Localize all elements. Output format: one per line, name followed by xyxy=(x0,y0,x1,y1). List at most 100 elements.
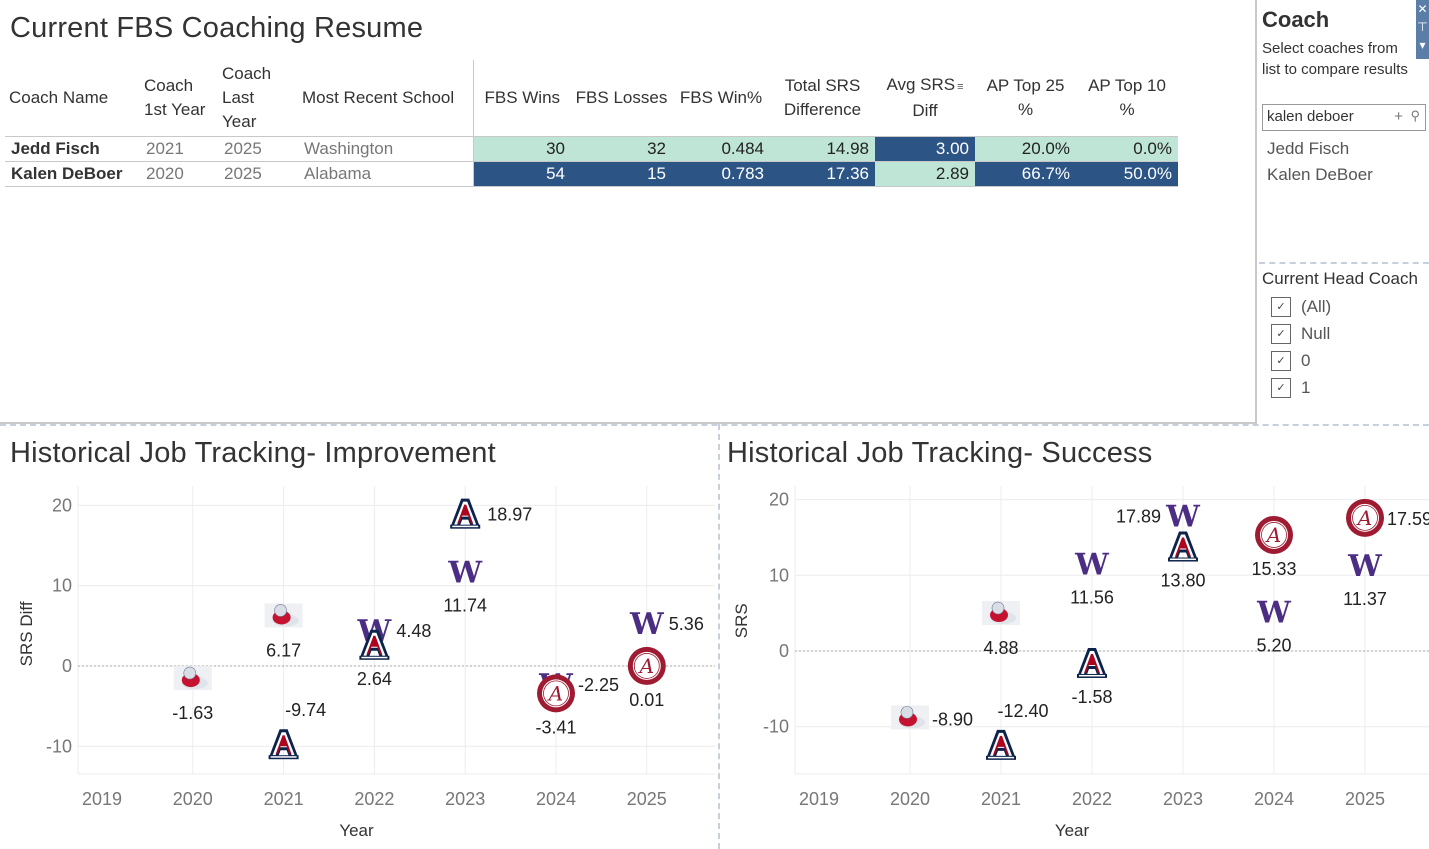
col-ap-top10[interactable]: AP Top 10% xyxy=(1076,60,1178,137)
col-label-line: 1st Year xyxy=(144,99,206,119)
filter-option-0[interactable]: ✓ 0 xyxy=(1271,351,1310,371)
cell-winpct[interactable]: 0.783 xyxy=(672,161,770,187)
coach-search-input[interactable]: kalen deboer + ⚲ xyxy=(1262,104,1426,131)
svg-text:W: W xyxy=(1165,500,1201,535)
data-point[interactable]: 6.17 xyxy=(264,603,303,660)
cell-total-srs[interactable]: 17.36 xyxy=(770,161,875,187)
coach-list-item[interactable]: Jedd Fisch xyxy=(1267,139,1350,158)
col-coach-1st-year[interactable]: Coach 1st Year xyxy=(140,60,218,137)
checkbox-checked-icon[interactable]: ✓ xyxy=(1271,297,1291,317)
table-row[interactable]: Jedd Fisch 2021 2025 Washington 30 32 0.… xyxy=(5,136,1178,162)
col-coach-last-year[interactable]: Coach Last Year xyxy=(218,60,298,137)
arizona-a-logo-icon[interactable] xyxy=(1168,531,1198,562)
cell-ap10[interactable]: 50.0% xyxy=(1076,161,1178,187)
cell-wins[interactable]: 54 xyxy=(472,161,571,187)
col-label-line: Total SRS xyxy=(784,75,861,95)
arizona-a-logo-icon[interactable] xyxy=(1077,647,1107,678)
alabama-script-a-logo-icon[interactable]: A xyxy=(537,674,575,713)
coach-filter-title: Coach xyxy=(1262,7,1330,32)
table-row[interactable]: Kalen DeBoer 2020 2025 Alabama 54 15 0.7… xyxy=(5,161,1178,187)
bulldog-logo-icon[interactable] xyxy=(173,666,212,691)
data-point[interactable]: -1.63 xyxy=(172,666,213,723)
search-icon[interactable]: ⚲ xyxy=(1410,108,1420,123)
x-tick-label: 2021 xyxy=(981,789,1021,809)
washington-w-logo-icon[interactable]: W xyxy=(1347,549,1383,584)
svg-text:W: W xyxy=(1074,547,1110,582)
coach-list-item[interactable]: Kalen DeBoer xyxy=(1267,165,1373,184)
sort-descending-icon[interactable]: ≡ xyxy=(957,80,964,93)
washington-w-logo-icon[interactable]: W xyxy=(1256,596,1292,631)
data-label: -1.58 xyxy=(1071,687,1112,707)
washington-w-logo-icon[interactable]: W xyxy=(1074,547,1110,582)
bulldog-logo-icon[interactable] xyxy=(982,601,1020,626)
data-point[interactable]: -9.74 xyxy=(268,700,327,760)
data-label: 15.33 xyxy=(1251,559,1296,579)
cell-losses[interactable]: 32 xyxy=(571,136,672,162)
col-fbs-winpct[interactable]: FBS Win% xyxy=(672,60,770,137)
cell-coach-name[interactable]: Kalen DeBoer xyxy=(5,161,140,187)
bulldog-logo-icon[interactable] xyxy=(264,603,303,628)
arizona-a-logo-icon[interactable] xyxy=(450,498,481,529)
data-point[interactable]: 13.80 xyxy=(1160,531,1206,591)
col-coach-name[interactable]: Coach Name xyxy=(5,60,140,137)
data-point[interactable]: W17.89 xyxy=(1116,500,1201,535)
col-fbs-wins[interactable]: FBS Wins xyxy=(472,60,571,137)
checkbox-checked-icon[interactable]: ✓ xyxy=(1271,378,1291,398)
cell-losses[interactable]: 15 xyxy=(571,161,672,187)
data-point[interactable]: W 5.20 xyxy=(1256,596,1292,656)
cell-total-srs[interactable]: 14.98 xyxy=(770,136,875,162)
data-point[interactable]: A 17.59 xyxy=(1346,498,1429,537)
cell-coach-name[interactable]: Jedd Fisch xyxy=(5,136,140,162)
col-label-line: AP Top 25 xyxy=(986,75,1065,95)
col-most-recent-school[interactable]: Most Recent School xyxy=(298,60,473,137)
arizona-a-logo-icon[interactable] xyxy=(268,729,299,760)
y-tick-label: 10 xyxy=(52,576,72,596)
cell-ap25[interactable]: 20.0% xyxy=(975,136,1076,162)
filter-option-1[interactable]: ✓ 1 xyxy=(1271,378,1310,398)
alabama-script-a-logo-icon[interactable]: A xyxy=(1346,498,1384,537)
data-point[interactable]: 18.97 xyxy=(450,498,532,529)
washington-w-logo-icon[interactable]: W xyxy=(629,607,665,642)
bulldog-logo-icon[interactable] xyxy=(891,705,929,730)
washington-w-logo-icon[interactable]: W xyxy=(1165,500,1201,535)
dropdown-menu-icon[interactable]: ▾ xyxy=(1419,38,1426,52)
data-point[interactable]: W 11.74 xyxy=(443,556,487,616)
data-point[interactable]: W 5.36 xyxy=(629,607,704,642)
cell-wins[interactable]: 30 xyxy=(472,136,571,162)
checkbox-checked-icon[interactable]: ✓ xyxy=(1271,324,1291,344)
data-point[interactable]: 2.64 xyxy=(357,629,392,689)
y-axis-title: SRS Diff xyxy=(17,601,36,666)
data-point[interactable]: A 15.33 xyxy=(1251,515,1297,579)
svg-text:W: W xyxy=(1256,596,1292,631)
cell-avg-srs[interactable]: 3.00 xyxy=(875,136,975,162)
data-point[interactable]: W 11.37 xyxy=(1343,549,1387,609)
arizona-a-logo-icon[interactable] xyxy=(359,629,390,660)
data-point[interactable]: 4.88 xyxy=(982,601,1020,658)
data-point[interactable]: A 0.01 xyxy=(627,646,666,710)
cell-ap25[interactable]: 66.7% xyxy=(975,161,1076,187)
alabama-script-a-logo-icon[interactable]: A xyxy=(1255,515,1293,554)
pin-icon[interactable]: ⊤ xyxy=(1417,20,1428,34)
add-icon[interactable]: + xyxy=(1394,108,1403,125)
checkbox-checked-icon[interactable]: ✓ xyxy=(1271,351,1291,371)
filter-option-all[interactable]: ✓ (All) xyxy=(1271,297,1331,317)
arizona-a-logo-icon[interactable] xyxy=(986,729,1016,760)
alabama-script-a-logo-icon[interactable]: A xyxy=(627,646,666,685)
cell-ap10[interactable]: 0.0% xyxy=(1076,136,1178,162)
data-point[interactable]: -1.58 xyxy=(1071,647,1113,707)
data-point[interactable]: A -3.41 xyxy=(535,674,577,737)
cell-winpct[interactable]: 0.484 xyxy=(672,136,770,162)
col-fbs-losses[interactable]: FBS Losses xyxy=(571,60,672,137)
col-ap-top25[interactable]: AP Top 25% xyxy=(975,60,1076,137)
data-point[interactable]: W 11.56 xyxy=(1070,547,1114,607)
cell-avg-srs[interactable]: 2.89 xyxy=(875,161,975,187)
col-label-line: Year xyxy=(222,111,257,131)
data-point[interactable]: -12.40 xyxy=(986,701,1049,760)
col-label-line: Last xyxy=(222,87,255,107)
col-total-srs-difference[interactable]: Total SRS Difference xyxy=(770,60,875,137)
washington-w-logo-icon[interactable]: W xyxy=(447,556,483,591)
data-point[interactable]: -8.90 xyxy=(891,705,973,730)
filter-option-null[interactable]: ✓ Null xyxy=(1271,324,1330,344)
col-avg-srs-diff[interactable]: Avg SRS ≡ Diff xyxy=(875,60,975,137)
close-icon[interactable]: ✕ xyxy=(1417,2,1428,16)
